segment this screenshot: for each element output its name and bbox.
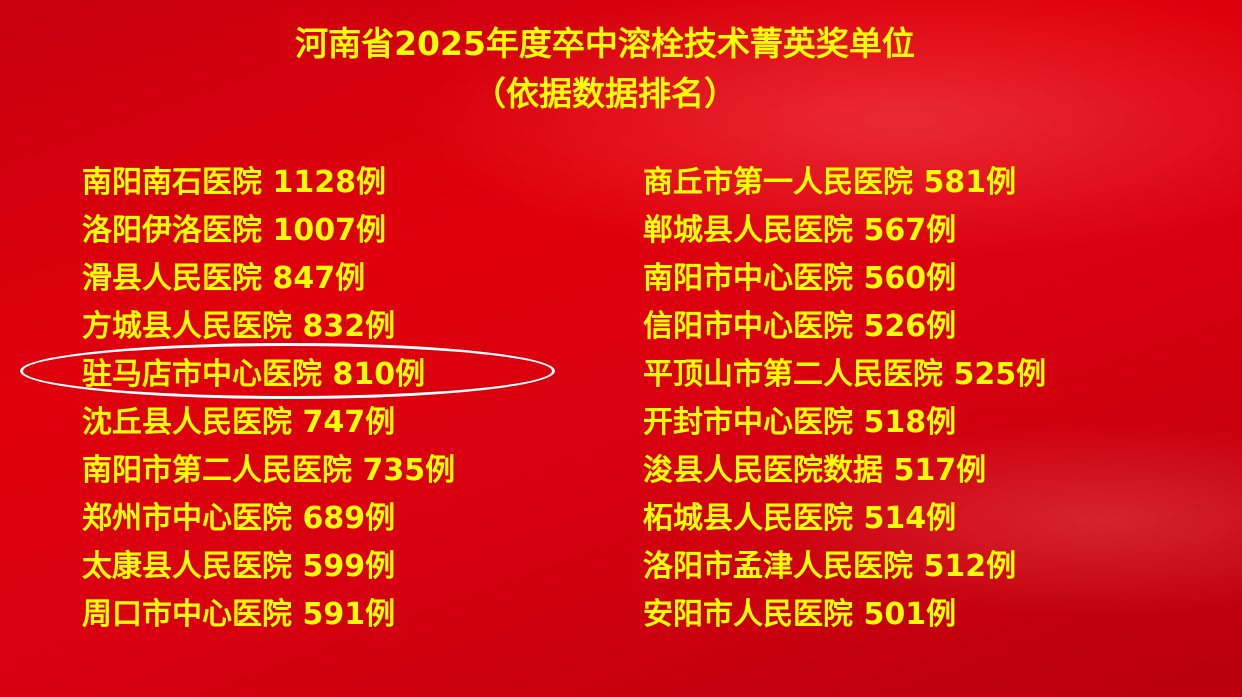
list-item: 南阳市中心医院 560例: [643, 261, 957, 296]
right-ranking-list: 商丘市第一人民医院 581例 郸城县人民医院 567例 南阳市中心医院 560例 信阳…: [643, 160, 1046, 640]
list-item: 洛阳伊洛医院 1007例: [82, 213, 386, 248]
list-item: 周口市中心医院 591例: [82, 597, 396, 632]
highlight-ellipse: [20, 343, 555, 399]
list-item: 南阳南石医院 1128例: [82, 165, 386, 200]
list-item: 浚县人民医院数据 517例: [643, 453, 987, 488]
list-item: 商丘市第一人民医院 581例: [643, 165, 1017, 200]
list-item: 太康县人民医院 599例: [82, 549, 396, 584]
list-item: 滑县人民医院 847例: [82, 261, 366, 296]
list-item: 南阳市第二人民医院 735例: [82, 453, 456, 488]
list-item: 郸城县人民医院 567例: [643, 213, 957, 248]
list-item: 沈丘县人民医院 747例: [82, 405, 396, 440]
list-item: 平顶山市第二人民医院 525例: [643, 357, 1047, 392]
list-item: 安阳市人民医院 501例: [643, 597, 957, 632]
page-title: 河南省2025年度卒中溶栓技术菁英奖单位: [295, 24, 915, 63]
list-item: 郑州市中心医院 689例: [82, 501, 396, 536]
list-item: 方城县人民医院 832例: [82, 309, 396, 344]
list-item: 开封市中心医院 518例: [643, 405, 957, 440]
left-ranking-list: 南阳南石医院 1128例 洛阳伊洛医院 1007例 滑县人民医院 847例 方城县人民…: [82, 160, 455, 640]
list-item: 信阳市中心医院 526例: [643, 309, 957, 344]
list-item: 洛阳市孟津人民医院 512例: [643, 549, 1017, 584]
page-subtitle: （依据数据排名）: [473, 74, 737, 113]
list-item: 柘城县人民医院 514例: [643, 501, 957, 536]
